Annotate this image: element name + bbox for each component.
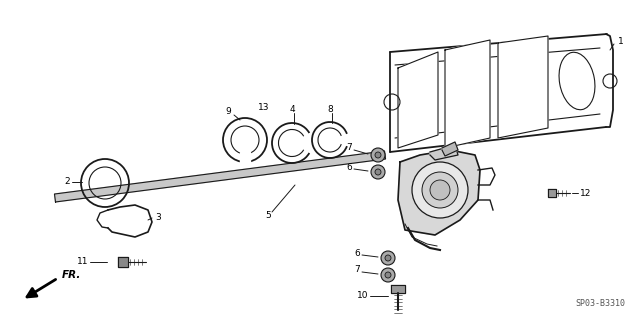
Polygon shape (498, 36, 548, 138)
Polygon shape (445, 40, 490, 148)
Circle shape (375, 152, 381, 158)
Text: 10: 10 (356, 292, 368, 300)
Text: 6: 6 (355, 249, 360, 257)
Text: 13: 13 (258, 103, 269, 113)
Text: 7: 7 (355, 265, 360, 275)
Polygon shape (548, 189, 556, 197)
Text: 4: 4 (289, 106, 295, 115)
Text: 2: 2 (65, 177, 70, 187)
Polygon shape (398, 150, 480, 235)
Circle shape (371, 165, 385, 179)
Circle shape (422, 172, 458, 208)
Text: 12: 12 (580, 189, 591, 197)
Polygon shape (54, 151, 385, 202)
Text: 6: 6 (346, 162, 352, 172)
Polygon shape (118, 257, 128, 267)
Polygon shape (240, 152, 250, 164)
Circle shape (385, 255, 391, 261)
Circle shape (430, 180, 450, 200)
Circle shape (381, 268, 395, 282)
Polygon shape (391, 285, 405, 293)
Text: 3: 3 (155, 213, 161, 222)
Circle shape (375, 169, 381, 175)
Circle shape (371, 148, 385, 162)
Polygon shape (430, 145, 458, 160)
Text: FR.: FR. (62, 270, 81, 280)
Ellipse shape (559, 52, 595, 110)
Text: 8: 8 (327, 106, 333, 115)
Circle shape (381, 251, 395, 265)
Text: 5: 5 (265, 211, 271, 219)
Circle shape (385, 272, 391, 278)
Text: 11: 11 (77, 257, 88, 266)
Text: 1: 1 (618, 38, 624, 47)
Polygon shape (398, 52, 438, 148)
Circle shape (412, 162, 468, 218)
Text: 9: 9 (225, 108, 231, 116)
Text: 7: 7 (346, 144, 352, 152)
Text: SP03-B3310: SP03-B3310 (575, 299, 625, 308)
Polygon shape (442, 142, 458, 156)
